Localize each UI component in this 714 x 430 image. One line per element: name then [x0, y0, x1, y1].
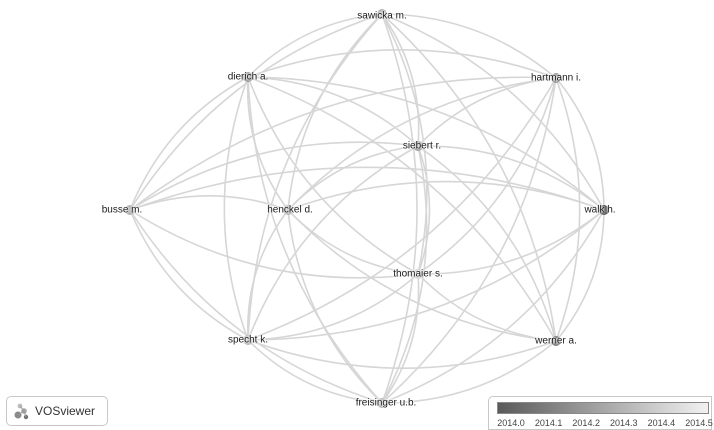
- node-label-freisinger[interactable]: freisinger u.b.: [355, 397, 417, 409]
- logo-text: VOSviewer: [35, 404, 96, 418]
- node-label-hartmann[interactable]: hartmann i.: [530, 72, 582, 84]
- node-busse[interactable]: [125, 205, 135, 215]
- edge-siebert-walk: [417, 145, 605, 211]
- edge-dierich-busse: [129, 76, 249, 211]
- node-siebert[interactable]: [413, 141, 423, 151]
- node-label-dierich[interactable]: dierich a.: [227, 71, 269, 83]
- node-specht[interactable]: [243, 335, 253, 345]
- edge-henckel-thomaier: [287, 209, 419, 275]
- edge-hartmann-busse: [129, 76, 557, 211]
- edge-sawicka-hartmann: [381, 13, 557, 79]
- edge-thomaier-werner: [417, 273, 557, 342]
- edge-hartmann-werner: [555, 77, 581, 342]
- edge-thomaier-specht: [247, 273, 419, 341]
- edge-busse-specht: [129, 209, 249, 341]
- edge-hartmann-specht: [247, 77, 557, 341]
- edge-henckel-specht: [246, 209, 289, 341]
- edge-dierich-hartmann: [247, 48, 557, 79]
- legend-tick-label: 2014.5: [685, 418, 713, 428]
- edge-busse-henckel: [129, 195, 289, 211]
- edge-sawicka-freisinger: [381, 13, 418, 404]
- edge-sawicka-walk: [381, 13, 605, 211]
- edge-busse-freisinger: [129, 209, 383, 404]
- edge-sawicka-dierich: [247, 13, 383, 78]
- node-label-siebert[interactable]: siebert r.: [402, 140, 442, 152]
- edge-walk-thomaier: [417, 209, 605, 275]
- legend-gradient-bar: [497, 402, 709, 414]
- edge-specht-freisinger: [247, 339, 383, 404]
- edge-dierich-thomaier: [247, 76, 419, 275]
- node-dierich[interactable]: [243, 72, 253, 82]
- edge-henckel-werner: [287, 209, 557, 342]
- edge-hartmann-henckel: [287, 77, 557, 211]
- edge-siebert-henckel: [287, 145, 419, 211]
- edge-henckel-walk: [287, 180, 605, 211]
- node-label-sawicka[interactable]: sawicka m.: [357, 10, 407, 22]
- edge-dierich-freisinger: [247, 76, 383, 404]
- edge-hartmann-walk: [555, 77, 605, 211]
- node-walk[interactable]: [599, 205, 609, 215]
- edge-werner-freisinger: [381, 340, 557, 404]
- legend-tick-label: 2014.1: [534, 418, 563, 428]
- node-henckel[interactable]: [283, 205, 293, 215]
- node-label-henckel[interactable]: henckel d.: [267, 204, 313, 216]
- legend-tick-label: 2014.3: [610, 418, 638, 428]
- node-label-walk[interactable]: walk h.: [584, 204, 616, 216]
- legend-tick-label: 2014.0: [497, 418, 525, 428]
- edge-specht-werner: [247, 339, 557, 370]
- node-label-busse[interactable]: busse m.: [101, 204, 143, 216]
- edge-dierich-siebert: [247, 76, 419, 147]
- edge-henckel-freisinger: [287, 209, 383, 404]
- node-label-thomaier[interactable]: thomaier s.: [393, 268, 443, 280]
- nodes-layer: [125, 9, 609, 408]
- edge-walk-specht: [247, 209, 605, 341]
- edge-sawicka-siebert: [381, 13, 420, 147]
- edge-dierich-walk: [247, 76, 605, 211]
- edge-siebert-freisinger: [381, 145, 428, 404]
- edge-busse-walk: [129, 166, 605, 211]
- vosviewer-logo: VOSviewer: [6, 396, 108, 426]
- edge-sawicka-henckel: [287, 13, 383, 211]
- node-thomaier[interactable]: [413, 269, 423, 279]
- node-werner[interactable]: [551, 336, 561, 346]
- edge-hartmann-freisinger: [381, 77, 557, 404]
- legend-tick-label: 2014.2: [572, 418, 600, 428]
- edge-thomaier-freisinger: [381, 273, 420, 404]
- edge-busse-thomaier: [129, 209, 419, 279]
- color-legend: 2014.0 2014.1 2014.2 2014.3 2014.4 2014.5: [488, 396, 713, 430]
- edge-siebert-specht: [247, 145, 419, 341]
- edge-siebert-thomaier: [417, 145, 431, 275]
- node-label-werner[interactable]: werner a.: [535, 335, 577, 347]
- node-freisinger[interactable]: [377, 398, 387, 408]
- legend-tick-label: 2014.4: [647, 418, 676, 428]
- node-hartmann[interactable]: [551, 73, 561, 83]
- edge-walk-werner: [555, 209, 605, 342]
- vosviewer-logo-icon: [14, 403, 29, 420]
- edge-walk-freisinger: [381, 209, 605, 404]
- edge-siebert-werner: [417, 145, 557, 342]
- edges-layer: [129, 13, 605, 404]
- node-sawicka[interactable]: [377, 9, 387, 19]
- edge-hartmann-thomaier: [417, 77, 557, 275]
- edge-siebert-busse: [129, 141, 419, 211]
- edge-dierich-henckel: [246, 76, 289, 211]
- edge-sawicka-busse: [129, 13, 383, 211]
- edge-dierich-specht: [223, 76, 249, 341]
- node-label-specht[interactable]: specht k.: [227, 334, 269, 346]
